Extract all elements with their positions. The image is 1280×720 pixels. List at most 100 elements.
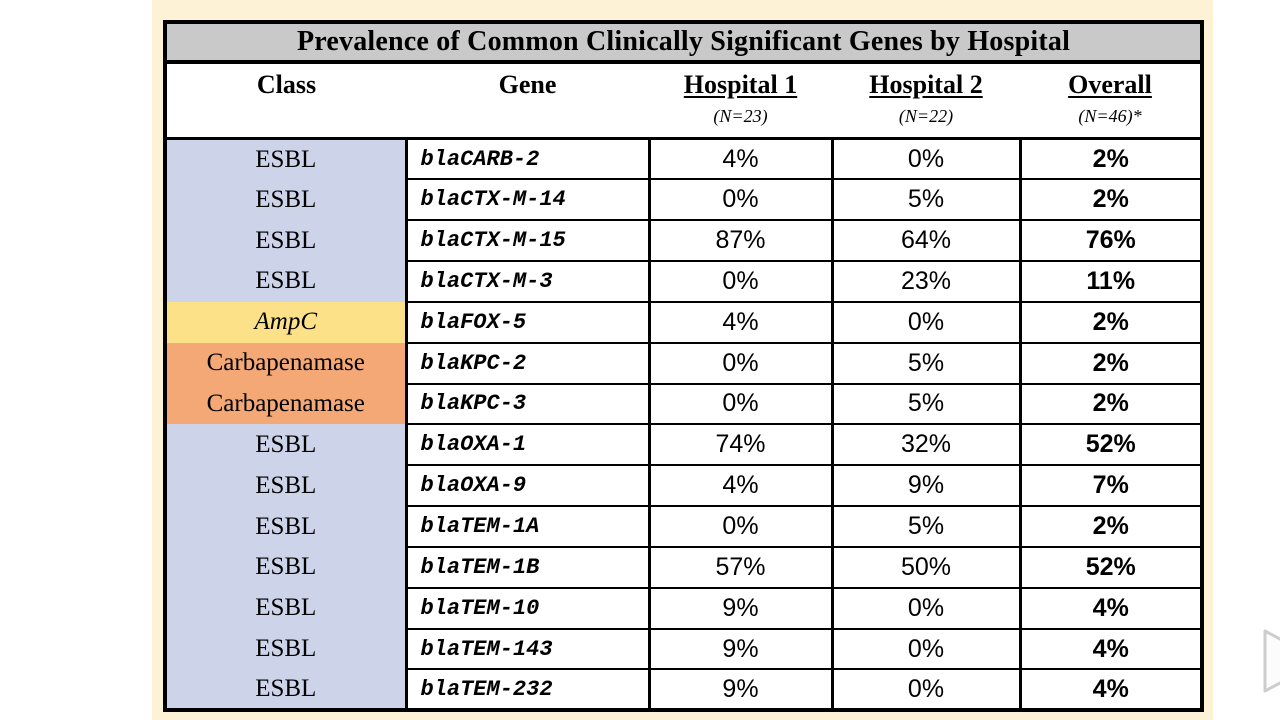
hospital1-value: 0% (649, 179, 834, 222)
column-header-label: Gene (498, 70, 557, 99)
gene-cell: blaOXA-9 (406, 465, 651, 508)
class-cell: ESBL (165, 506, 408, 547)
overall-value: 2% (1020, 342, 1202, 385)
hospital2-value: 5% (832, 342, 1022, 385)
table-row: ESBL blaTEM-1B 57% 50% 52% (165, 546, 1202, 589)
hospital1-value: 87% (649, 220, 834, 263)
class-cell: ESBL (165, 587, 408, 629)
hospital1-value: 4% (649, 138, 834, 181)
column-header-gene: Gene (406, 62, 649, 140)
table-row: ESBL blaCTX-M-15 87% 64% 76% (165, 220, 1202, 263)
table-row: Carbapenamase blaKPC-3 0% 5% 2% (165, 383, 1202, 426)
class-cell: ESBL (165, 220, 408, 262)
hospital2-value: 0% (832, 628, 1022, 671)
gene-cell: blaCTX-M-3 (406, 261, 651, 303)
hospital2-value: 32% (832, 424, 1022, 467)
class-cell: ESBL (165, 261, 408, 302)
overall-value: 76% (1020, 220, 1202, 263)
column-header-sub: (N=46)* (1078, 106, 1142, 126)
column-header-label: Class (256, 70, 317, 99)
hospital1-value: 0% (649, 383, 834, 426)
table-title: Prevalence of Common Clinically Signific… (165, 22, 1202, 64)
class-cell: ESBL (165, 669, 408, 711)
hospital2-value: 0% (832, 669, 1022, 711)
table-row: ESBL blaCTX-M-3 0% 23% 11% (165, 261, 1202, 303)
overall-value: 2% (1020, 301, 1202, 344)
overall-value: 11% (1020, 261, 1202, 303)
hospital1-value: 0% (649, 342, 834, 385)
hospital2-value: 0% (832, 301, 1022, 344)
hospital1-value: 0% (649, 506, 834, 548)
gene-cell: blaCTX-M-14 (406, 179, 651, 222)
hospital2-value: 5% (832, 179, 1022, 222)
overall-value: 2% (1020, 179, 1202, 222)
overall-value: 7% (1020, 465, 1202, 508)
table-row: ESBL blaTEM-1A 0% 5% 2% (165, 506, 1202, 548)
audio-speaker-icon[interactable] (1262, 628, 1280, 702)
overall-value: 4% (1020, 669, 1202, 711)
column-header-label: Overall (1068, 70, 1152, 99)
gene-cell: blaTEM-1B (406, 546, 651, 589)
column-header-sub: (N=22) (898, 106, 954, 126)
column-header-class: Class (165, 62, 406, 140)
column-header-sub (407, 101, 648, 131)
speaker-horn (1263, 629, 1280, 693)
class-cell: ESBL (165, 179, 408, 221)
hospital1-value: 4% (649, 301, 834, 344)
gene-cell: blaCTX-M-15 (406, 220, 651, 263)
gene-cell: blaOXA-1 (406, 424, 651, 467)
column-header-label: Hospital 1 (683, 70, 798, 99)
hospital1-value: 57% (649, 546, 834, 589)
gene-cell: blaCARB-2 (406, 138, 651, 181)
table-row: ESBL blaOXA-9 4% 9% 7% (165, 465, 1202, 508)
hospital1-value: 9% (649, 587, 834, 630)
table-row: ESBL blaCARB-2 4% 0% 2% (165, 138, 1202, 181)
overall-value: 4% (1020, 587, 1202, 630)
hospital2-value: 9% (832, 465, 1022, 508)
table-body: ESBL blaCARB-2 4% 0% 2% ESBL blaCTX-M-14… (165, 138, 1202, 711)
class-cell: ESBL (165, 628, 408, 670)
gene-cell: blaKPC-2 (406, 342, 651, 385)
hospital2-value: 0% (832, 587, 1022, 630)
hospital1-value: 9% (649, 628, 834, 671)
hospital2-value: 0% (832, 138, 1022, 181)
class-cell: Carbapenamase (165, 342, 408, 384)
hospital1-value: 0% (649, 261, 834, 303)
hospital1-value: 4% (649, 465, 834, 508)
table-row: ESBL blaCTX-M-14 0% 5% 2% (165, 179, 1202, 222)
column-header-sub (168, 101, 405, 131)
gene-cell: blaFOX-5 (406, 301, 651, 344)
gene-cell: blaTEM-232 (406, 669, 651, 711)
hospital2-value: 5% (832, 506, 1022, 548)
table-row: ESBL blaTEM-10 9% 0% 4% (165, 587, 1202, 630)
class-cell: ESBL (165, 424, 408, 466)
hospital1-value: 74% (649, 424, 834, 467)
overall-value: 2% (1020, 506, 1202, 548)
table-row: ESBL blaTEM-232 9% 0% 4% (165, 669, 1202, 711)
column-header-sub: (N=23) (713, 106, 768, 126)
class-cell: Carbapenamase (165, 383, 408, 425)
overall-value: 2% (1020, 383, 1202, 426)
table-row: Carbapenamase blaKPC-2 0% 5% 2% (165, 342, 1202, 385)
column-header-label: Hospital 2 (869, 70, 983, 99)
hospital2-value: 50% (832, 546, 1022, 589)
overall-value: 52% (1020, 546, 1202, 589)
table-row: AmpC blaFOX-5 4% 0% 2% (165, 301, 1202, 344)
class-cell: ESBL (165, 546, 408, 588)
gene-cell: blaTEM-10 (406, 587, 651, 630)
gene-cell: blaKPC-3 (406, 383, 651, 426)
overall-value: 52% (1020, 424, 1202, 467)
table-row: ESBL blaTEM-143 9% 0% 4% (165, 628, 1202, 671)
gene-cell: blaTEM-143 (406, 628, 651, 671)
hospital1-value: 9% (649, 669, 834, 711)
hospital2-value: 5% (832, 383, 1022, 426)
overall-value: 2% (1020, 138, 1202, 181)
class-cell: ESBL (165, 138, 408, 180)
column-header-hospital2: Hospital 2 (N=22) (832, 62, 1020, 140)
gene-cell: blaTEM-1A (406, 506, 651, 548)
slide-background: Prevalence of Common Clinically Signific… (152, 0, 1280, 720)
column-header-hospital1: Hospital 1 (N=23) (649, 62, 832, 140)
class-cell: AmpC (165, 301, 408, 343)
overall-value: 4% (1020, 628, 1202, 671)
class-cell: ESBL (165, 465, 408, 507)
